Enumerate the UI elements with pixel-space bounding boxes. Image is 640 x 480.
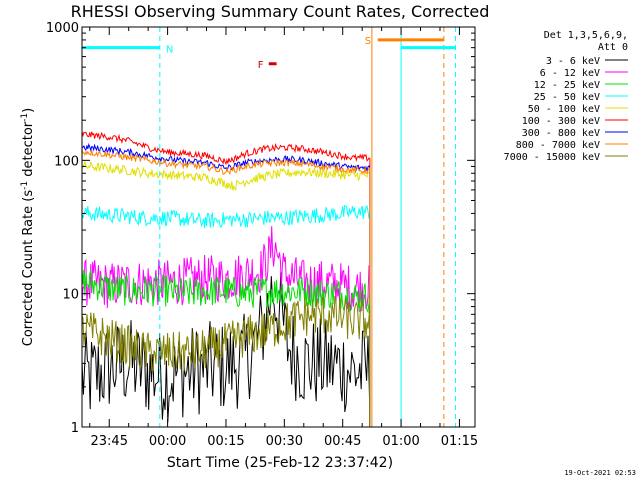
x-tick-label: 01:00 [382, 434, 419, 449]
legend-label-5: 100 - 300 keV [522, 116, 600, 127]
series-line-8 [81, 295, 371, 427]
series-line-7 [81, 149, 371, 427]
legend-label-7: 800 - 7000 keV [516, 140, 600, 151]
x-tick-label: 00:30 [266, 434, 303, 449]
y-tick-label: 10 [62, 288, 79, 303]
series-line-3 [81, 204, 371, 427]
legend-header-0: Det 1,3,5,6,9, [544, 30, 628, 41]
legend-label-3: 25 - 50 keV [534, 92, 600, 103]
y-tick-label: 100 [54, 154, 79, 169]
x-tick-label: 00:00 [149, 434, 186, 449]
legend-label-1: 6 - 12 keV [540, 68, 600, 79]
series-line-4 [81, 160, 371, 427]
legend-header-1: Att 0 [598, 42, 628, 53]
night-label: N [166, 45, 173, 56]
x-tick-label: 00:45 [324, 434, 361, 449]
timestamp: 19-Oct-2021 02:53 [564, 469, 636, 477]
flare-label: F [258, 60, 264, 71]
legend-label-4: 50 - 100 keV [528, 104, 600, 115]
series-line-2 [81, 268, 371, 427]
x-tick-label: 01:15 [441, 434, 478, 449]
x-tick-label: 00:15 [207, 434, 244, 449]
legend-label-0: 3 - 6 keV [546, 56, 600, 67]
legend-label-2: 12 - 25 keV [534, 80, 600, 91]
series-line-0 [81, 272, 371, 428]
legend-label-6: 300 - 800 keV [522, 128, 600, 139]
y-tick-label: 1000 [46, 21, 79, 36]
legend-label-8: 7000 - 15000 keV [504, 152, 600, 163]
saa-label: S [365, 36, 371, 47]
series-line-5 [81, 131, 371, 427]
chart-title: RHESSI Observing Summary Count Rates, Co… [71, 2, 490, 21]
y-axis-label: Corrected Count Rate (s-1 detector-1) [20, 108, 36, 346]
x-axis-label: Start Time (25-Feb-12 23:37:42) [167, 455, 393, 471]
plot-frame [81, 26, 476, 428]
x-tick-label: 23:45 [91, 434, 128, 449]
series-line-1 [81, 226, 371, 427]
y-tick-label: 1 [71, 421, 79, 436]
